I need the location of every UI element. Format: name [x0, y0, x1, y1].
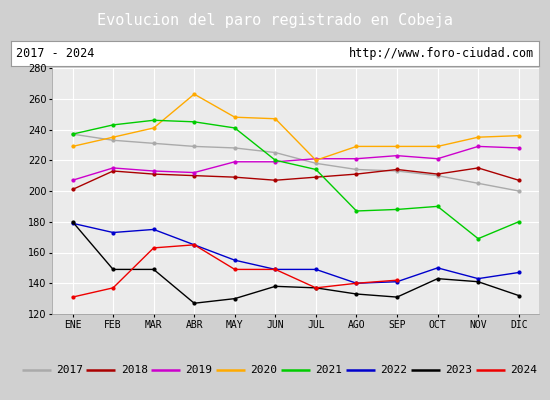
Text: Evolucion del paro registrado en Cobeja: Evolucion del paro registrado en Cobeja	[97, 14, 453, 28]
Text: http://www.foro-ciudad.com: http://www.foro-ciudad.com	[349, 47, 534, 60]
Text: 2021: 2021	[315, 365, 342, 375]
Text: 2019: 2019	[185, 365, 213, 375]
Text: 2024: 2024	[510, 365, 537, 375]
Text: 2020: 2020	[250, 365, 278, 375]
Text: 2023: 2023	[445, 365, 472, 375]
Text: 2018: 2018	[121, 365, 148, 375]
Text: 2017 - 2024: 2017 - 2024	[16, 47, 95, 60]
Text: 2017: 2017	[56, 365, 83, 375]
Text: 2022: 2022	[380, 365, 407, 375]
